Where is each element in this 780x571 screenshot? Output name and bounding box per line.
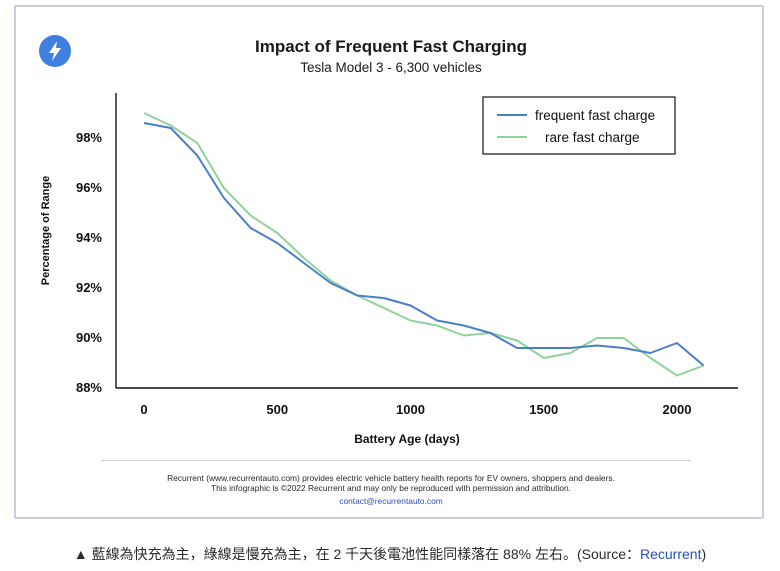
x-axis-label: Battery Age (days)	[354, 432, 460, 446]
y-axis-label: Percentage of Range	[40, 176, 52, 285]
bolt-icon	[39, 35, 71, 67]
y-tick-label: 88%	[76, 380, 102, 395]
infographic-card: Impact of Frequent Fast Charging Tesla M…	[14, 5, 764, 519]
y-tick-label: 90%	[76, 330, 102, 345]
x-tick-label: 2000	[663, 402, 692, 417]
caption-end: )	[701, 546, 707, 562]
y-tick-label: 96%	[76, 180, 102, 195]
y-tick-label: 94%	[76, 230, 102, 245]
x-tick-label: 1500	[529, 402, 558, 417]
footer-divider	[101, 460, 691, 461]
chart-title: Impact of Frequent Fast Charging	[254, 37, 528, 56]
legend-label: rare fast charge	[545, 130, 640, 145]
footer-line-1: Recurrent (www.recurrentauto.com) provid…	[167, 473, 615, 483]
caption: ▲ 藍線為快充為主，綠線是慢充為主，在 2 千天後電池性能同樣落在 88% 左右…	[0, 544, 780, 564]
chart-subtitle: Tesla Model 3 - 6,300 vehicles	[300, 60, 482, 75]
y-tick-label: 92%	[76, 280, 102, 295]
legend-label: frequent fast charge	[535, 108, 655, 123]
legend-box	[482, 96, 676, 155]
series-line-frequent-fast-charge	[143, 122, 705, 367]
y-tick-label: 98%	[76, 130, 102, 145]
footer-line-2: This infographic is ©2022 Recurrent and …	[211, 483, 571, 493]
caption-text: ▲ 藍線為快充為主，綠線是慢充為主，在 2 千天後電池性能同樣落在 88% 左右…	[73, 546, 640, 562]
source-link[interactable]: Recurrent	[640, 546, 702, 562]
line-chart: 88% 90% 92% 94% 96% 98% 0 500 1000 1500 2000 Batter…	[40, 93, 738, 446]
x-tick-label: 0	[140, 402, 147, 417]
footer-contact[interactable]: contact@recurrentauto.com	[339, 496, 443, 506]
series-line-rare-fast-charge	[143, 112, 704, 377]
x-tick-label: 1000	[396, 402, 425, 417]
x-tick-label: 500	[266, 402, 288, 417]
